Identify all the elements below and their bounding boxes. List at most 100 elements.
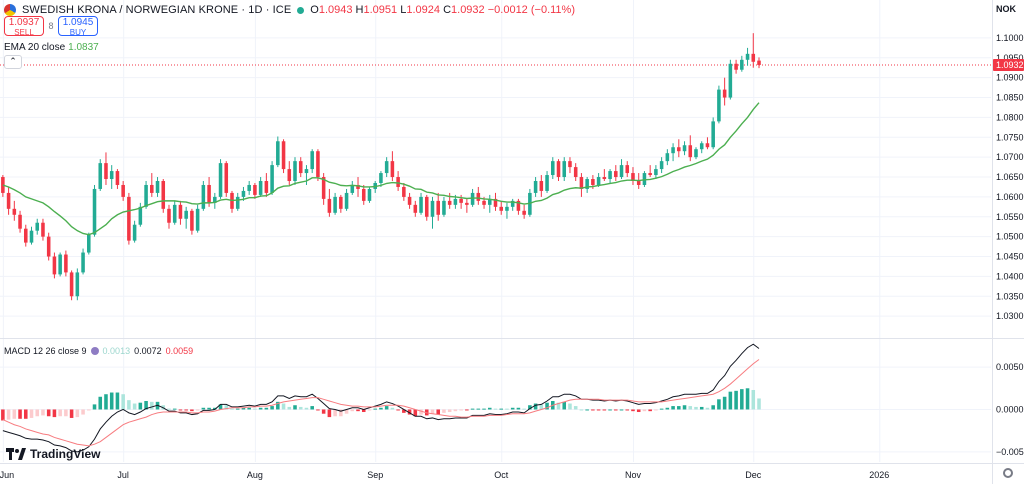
- candle-body: [12, 208, 17, 215]
- candle-body: [614, 171, 618, 178]
- macd-hist-bar: [258, 407, 263, 410]
- macd-hist-bar: [608, 409, 612, 411]
- macd-tick-label: 0.0050: [996, 362, 1024, 372]
- candle-body: [281, 141, 286, 170]
- macd-hist-bar: [344, 409, 349, 414]
- macd-hist-bar: [87, 409, 91, 411]
- buy-button[interactable]: 1.0945 BUY: [58, 16, 98, 37]
- candle-body: [58, 254, 62, 275]
- macd-hist-bar: [201, 407, 206, 410]
- macd-hist-bar: [69, 409, 74, 418]
- macd-hist-bar: [556, 402, 561, 410]
- macd-hist-bar: [109, 392, 114, 410]
- macd-hist-bar: [287, 406, 292, 410]
- candle-body: [350, 184, 355, 193]
- candle-body: [625, 165, 630, 174]
- sell-button[interactable]: 1.0937 SELL: [4, 16, 44, 37]
- candle-body: [390, 161, 395, 178]
- macd-hist-bar: [64, 409, 68, 417]
- candle-body: [253, 184, 257, 195]
- candle-body: [276, 141, 280, 166]
- time-tick-label: Oct: [494, 470, 509, 480]
- macd-hist-bar: [235, 408, 240, 410]
- candle-body: [41, 222, 45, 237]
- candle-body: [115, 171, 120, 185]
- candle-body: [224, 163, 229, 193]
- candle-body: [270, 165, 274, 193]
- macd-line-value: 0.0072: [134, 346, 162, 356]
- macd-hist-bar: [58, 409, 62, 417]
- macd-hist-bar: [533, 403, 538, 410]
- macd-hist-bar: [717, 399, 721, 410]
- macd-hist-bar: [150, 401, 154, 410]
- macd-tick-label: 0.0000: [996, 404, 1024, 414]
- indicator-settings-icon[interactable]: [90, 347, 99, 355]
- macd-hist-bar: [740, 389, 744, 410]
- macd-hist-bar: [184, 409, 188, 411]
- macd-hist-bar: [207, 407, 211, 410]
- candle-body: [671, 147, 675, 154]
- macd-hist-bar: [402, 409, 406, 413]
- candle-body: [654, 169, 658, 176]
- macd-hist-bar: [24, 409, 28, 419]
- candle-body: [682, 145, 687, 152]
- tradingview-logo[interactable]: TradingView: [6, 447, 100, 461]
- candle-body: [407, 196, 412, 205]
- candle-body: [127, 196, 131, 241]
- candle-body: [522, 210, 526, 215]
- macd-hist-bar: [654, 409, 658, 411]
- last-price-badge-label: 1.0932: [996, 60, 1024, 70]
- macd-hist-bar: [172, 408, 177, 410]
- candle-body: [499, 206, 504, 211]
- collapse-legend-icon[interactable]: ⌃: [4, 55, 22, 69]
- candle-body: [24, 228, 28, 243]
- macd-hist-bar: [568, 403, 572, 410]
- macd-hist-bar: [52, 409, 57, 418]
- candle-body: [184, 210, 188, 219]
- macd-hist-bar: [619, 409, 624, 411]
- ema-legend[interactable]: EMA 20 close 1.0837: [4, 42, 99, 53]
- candle-body: [402, 186, 406, 197]
- macd-hist-bar: [665, 407, 670, 410]
- macd-hist-bar: [247, 407, 251, 410]
- time-tick-label: Dec: [745, 470, 762, 480]
- candle-body: [304, 169, 309, 174]
- macd-hist-bar: [487, 407, 492, 410]
- symbol-title[interactable]: SWEDISH KRONA / NORWEGIAN KRONE · 1D · I…: [22, 4, 292, 16]
- candle-body: [591, 179, 595, 185]
- macd-hist-bar: [379, 407, 383, 410]
- candle-body: [533, 181, 538, 193]
- macd-hist-bar: [195, 409, 200, 411]
- candle-body: [734, 63, 738, 70]
- macd-hist-bar: [413, 409, 418, 417]
- candle-body: [92, 188, 97, 235]
- macd-hist-bar: [671, 406, 675, 410]
- macd-hist-bar: [104, 394, 108, 410]
- macd-hist-bar: [224, 405, 229, 410]
- candle-body: [29, 230, 34, 243]
- candle-body: [424, 196, 429, 217]
- macd-hist-bar: [339, 409, 343, 417]
- macd-hist-bar: [144, 401, 148, 410]
- price-tick-label: 1.0600: [996, 192, 1024, 202]
- macd-hist-bar: [465, 409, 469, 411]
- candle-body: [705, 143, 710, 148]
- candle-body: [144, 184, 148, 207]
- currency-label[interactable]: NOK: [996, 4, 1016, 14]
- settings-gear-icon[interactable]: [1003, 468, 1013, 478]
- tradingview-logo-icon: [6, 448, 26, 460]
- time-tick-label: Jun: [0, 470, 14, 480]
- macd-hist-bar: [407, 409, 412, 415]
- price-change: −0.0012 (−0.11%): [487, 4, 575, 16]
- candle-body: [465, 202, 469, 205]
- macd-hist-bar: [757, 398, 761, 410]
- candle-body: [384, 161, 389, 174]
- macd-hist-bar: [722, 396, 727, 410]
- macd-hist-bar: [482, 408, 486, 410]
- macd-hist-bar: [18, 409, 22, 419]
- candle-body: [430, 200, 435, 217]
- macd-hist-bar: [35, 409, 40, 417]
- macd-hist-bar: [699, 406, 704, 410]
- macd-legend[interactable]: MACD 12 26 close 9 0.0013 0.0072 0.0059: [4, 346, 194, 356]
